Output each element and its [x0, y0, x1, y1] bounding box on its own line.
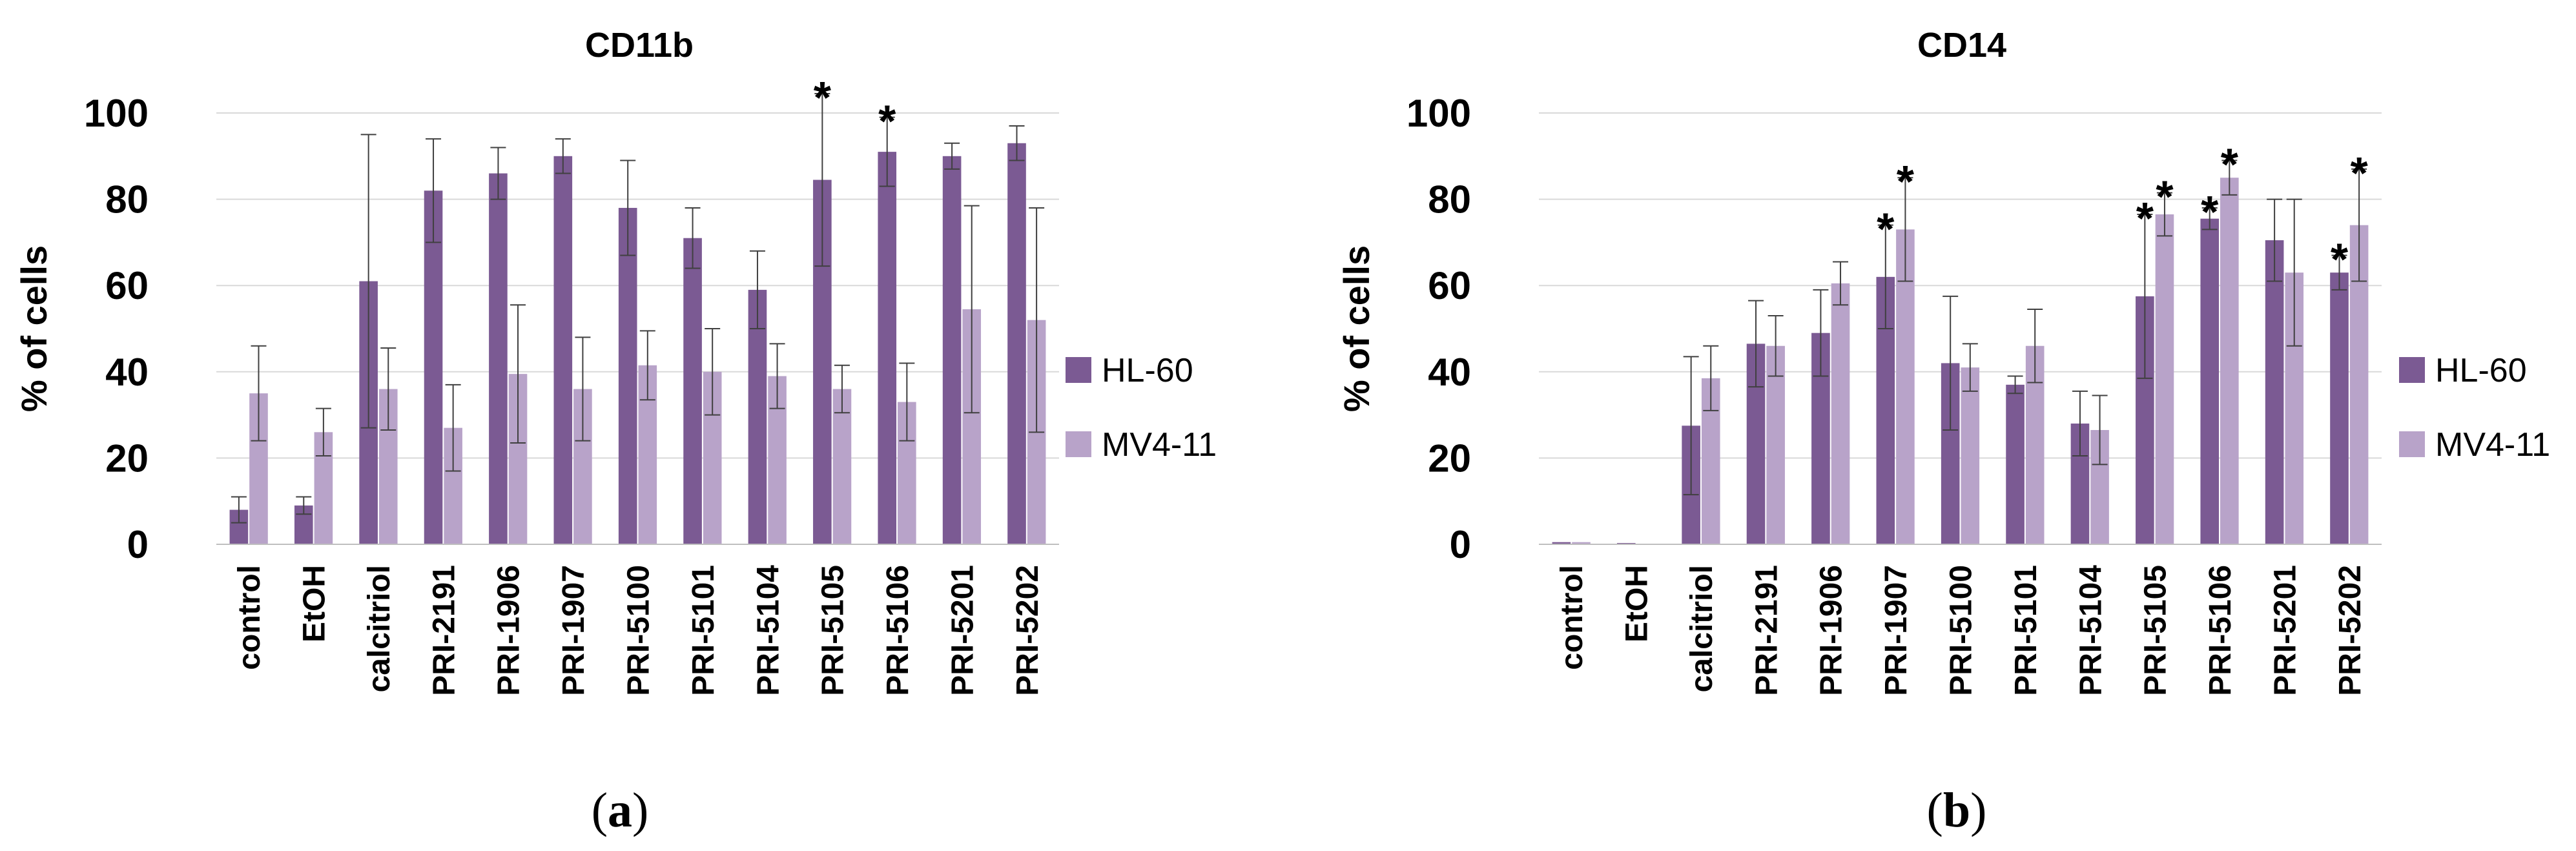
- legend-label-hl-60: HL-60: [2435, 352, 2527, 389]
- bar-mv4-11-pri-1907: [1896, 229, 1915, 544]
- y-tick-label: 0: [127, 523, 149, 566]
- y-tick-label: 80: [1428, 178, 1471, 221]
- legend-label-mv4-11: MV4-11: [1102, 426, 1217, 464]
- y-tick-label: 100: [1406, 92, 1471, 135]
- significance-star: *: [1877, 204, 1895, 254]
- x-tick-label-pri-2191: PRI-2191: [1749, 565, 1784, 696]
- y-tick-label: 60: [1428, 264, 1471, 307]
- x-tick-label-control: control: [232, 565, 267, 670]
- bar-hl-60-pri-5104: [748, 289, 767, 544]
- bar-hl-60-pri-5106: [878, 152, 897, 544]
- x-tick-label-pri-5201: PRI-5201: [2268, 565, 2302, 696]
- x-tick-label-pri-5101: PRI-5101: [2009, 565, 2043, 696]
- bar-mv4-11-pri-1906: [1831, 283, 1850, 544]
- x-tick-label-pri-5106: PRI-5106: [881, 565, 915, 696]
- bar-mv4-11-pri-5100: [1961, 367, 1980, 544]
- legend-label-hl-60: HL-60: [1102, 352, 1193, 389]
- y-tick-label: 40: [105, 351, 149, 394]
- bar-hl-60-pri-2191: [424, 190, 443, 544]
- bar-mv4-11-control: [1572, 542, 1591, 544]
- significance-star: *: [2156, 172, 2174, 222]
- x-tick-label-pri-1906: PRI-1906: [492, 565, 526, 696]
- bar-hl-60-pri-5202: [2330, 272, 2349, 544]
- bar-mv4-11-pri-2191: [1766, 345, 1785, 544]
- x-tick-label-pri-5106: PRI-5106: [2203, 565, 2238, 696]
- x-tick-label-etoh: EtOH: [1620, 565, 1654, 642]
- x-tick-label-pri-5202: PRI-5202: [1011, 565, 1045, 696]
- bar-mv4-11-pri-5105: [832, 389, 852, 544]
- x-tick-label-control: control: [1555, 565, 1589, 670]
- panel-label: (b): [1927, 783, 1987, 837]
- x-tick-label-pri-5100: PRI-5100: [622, 565, 656, 696]
- panel-label: (a): [592, 783, 649, 837]
- x-tick-label-pri-5202: PRI-5202: [2333, 565, 2367, 696]
- legend-swatch-hl-60: [2399, 357, 2425, 383]
- panel-b-cd14: CD14 0 20 40 60 80 100 % of cells control EtOH cal…: [1336, 26, 2550, 837]
- bar-hl-60-pri-1907: [553, 156, 573, 545]
- y-tick-label: 80: [105, 178, 149, 221]
- y-tick-label: 20: [1428, 436, 1471, 480]
- x-tick-label-pri-5104: PRI-5104: [751, 565, 785, 696]
- bar-hl-60-pri-5201: [2265, 240, 2284, 544]
- x-tick-label-pri-5101: PRI-5101: [686, 565, 721, 696]
- y-tick-label: 60: [105, 264, 149, 307]
- y-tick-label: 0: [1450, 523, 1471, 566]
- bar-hl-60-pri-5100: [618, 207, 637, 545]
- bar-hl-60-pri-5101: [683, 238, 702, 544]
- legend-swatch-hl-60: [1066, 357, 1091, 383]
- x-tick-label-pri-5201: PRI-5201: [945, 565, 980, 696]
- bar-hl-60-pri-5201: [942, 156, 962, 545]
- bar-hl-60-pri-1906: [489, 173, 508, 544]
- chart-title: CD11b: [585, 26, 694, 65]
- x-tick-label-etoh: EtOH: [298, 565, 332, 642]
- x-tick-label-pri-5105: PRI-5105: [2139, 565, 2173, 696]
- significance-star: *: [814, 72, 832, 123]
- significance-star: *: [2136, 193, 2154, 243]
- legend-label-mv4-11: MV4-11: [2435, 426, 2550, 464]
- significance-star: *: [2350, 148, 2368, 198]
- significance-star: *: [2201, 187, 2219, 237]
- x-tick-label-pri-2191: PRI-2191: [427, 565, 461, 696]
- chart-title: CD14: [1917, 26, 2006, 65]
- significance-star: *: [878, 96, 896, 147]
- y-axis-label: % of cells: [14, 245, 54, 412]
- significance-star: *: [2331, 234, 2349, 284]
- bar-mv4-11-pri-5105: [2155, 214, 2174, 544]
- x-tick-label-pri-1907: PRI-1907: [557, 565, 591, 696]
- x-tick-label-pri-5105: PRI-5105: [816, 565, 850, 696]
- x-tick-label-calcitriol: calcitriol: [362, 565, 397, 692]
- significance-star: *: [1897, 156, 1915, 207]
- y-axis-label: % of cells: [1336, 245, 1377, 412]
- bar-hl-60-pri-5106: [2200, 218, 2220, 544]
- panel-a-cd11b: CD11b 0 20 40 60 80 100 % of cells control EtOH ca…: [14, 26, 1217, 837]
- bar-mv4-11-pri-5106: [2220, 178, 2239, 544]
- bar-hl-60-pri-5101: [2006, 384, 2025, 544]
- y-tick-label: 100: [84, 92, 149, 135]
- bar-hl-60-pri-5202: [1007, 143, 1026, 544]
- y-tick-label: 40: [1428, 351, 1471, 394]
- bar-hl-60-control: [1552, 542, 1571, 544]
- legend-swatch-mv4-11: [1066, 431, 1091, 457]
- significance-star: *: [2221, 139, 2239, 189]
- legend-swatch-mv4-11: [2399, 431, 2425, 457]
- x-tick-label-pri-1907: PRI-1907: [1879, 565, 1913, 696]
- x-tick-label-pri-1906: PRI-1906: [1815, 565, 1849, 696]
- y-tick-label: 20: [105, 436, 149, 480]
- bar-hl-60-etoh: [1616, 542, 1636, 544]
- x-tick-label-pri-5100: PRI-5100: [1944, 565, 1979, 696]
- x-tick-label-calcitriol: calcitriol: [1685, 565, 1719, 692]
- x-tick-label-pri-5104: PRI-5104: [2074, 565, 2108, 696]
